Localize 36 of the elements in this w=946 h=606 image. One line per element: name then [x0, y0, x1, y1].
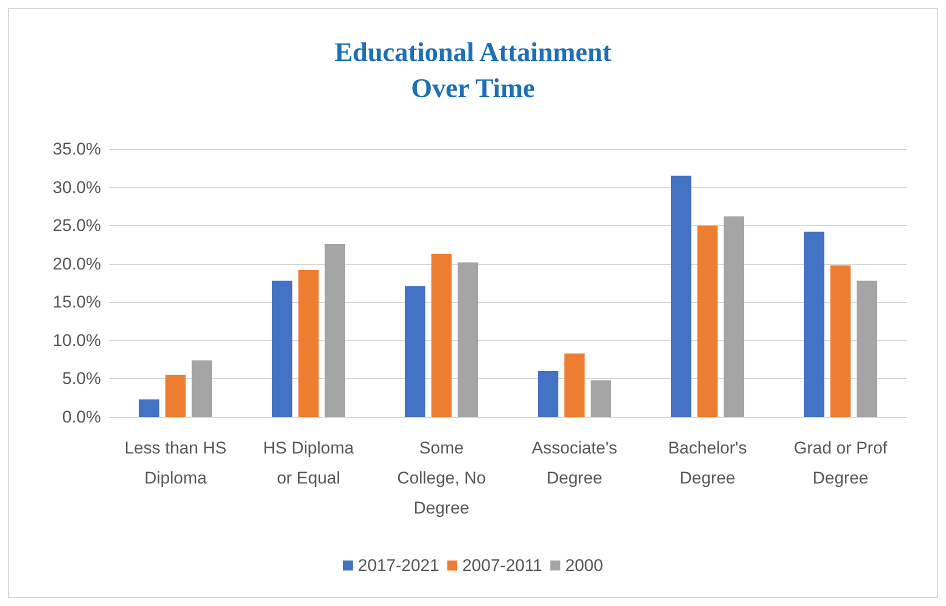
x-tick-label: Grad or Prof Degree — [794, 438, 888, 488]
bar — [830, 265, 851, 417]
bar — [272, 280, 292, 417]
x-tick-label: Associate's Degree — [532, 438, 618, 488]
x-tick-label: Some College, No Degree — [397, 438, 486, 518]
bar — [298, 270, 319, 417]
chart-title: Educational Attainment Over Time — [334, 37, 612, 103]
x-tick-label: Bachelor's Degree — [668, 438, 747, 488]
y-tick-label: 35.0% — [52, 140, 101, 158]
bar — [192, 360, 212, 417]
y-tick-label: 0.0% — [62, 408, 101, 426]
bar — [404, 286, 426, 417]
bar — [431, 254, 452, 417]
bar — [324, 244, 346, 417]
bar — [138, 399, 160, 417]
x-tick-label: Less than HS Diploma — [124, 438, 227, 488]
y-tick-label: 30.0% — [52, 178, 101, 197]
y-tick-label: 20.0% — [52, 254, 101, 274]
bar — [564, 353, 585, 417]
bar — [697, 226, 718, 417]
bar — [590, 380, 612, 417]
y-tick-label: 25.0% — [52, 216, 101, 236]
bar — [804, 232, 824, 417]
bar — [538, 371, 558, 417]
bar — [724, 216, 744, 417]
bar — [856, 280, 878, 417]
bar — [458, 262, 478, 417]
x-tick-label: HS Diploma or Equal — [263, 438, 354, 488]
legend-label: 2007-2011 — [462, 556, 542, 575]
bar — [165, 374, 186, 417]
y-tick-label: 15.0% — [52, 292, 101, 312]
y-tick-label: 5.0% — [62, 369, 101, 388]
legend-label: 2017-2021 — [358, 556, 440, 575]
y-tick-label: 10.0% — [52, 330, 101, 350]
bar — [670, 176, 692, 417]
legend-label: 2000 — [565, 556, 604, 575]
